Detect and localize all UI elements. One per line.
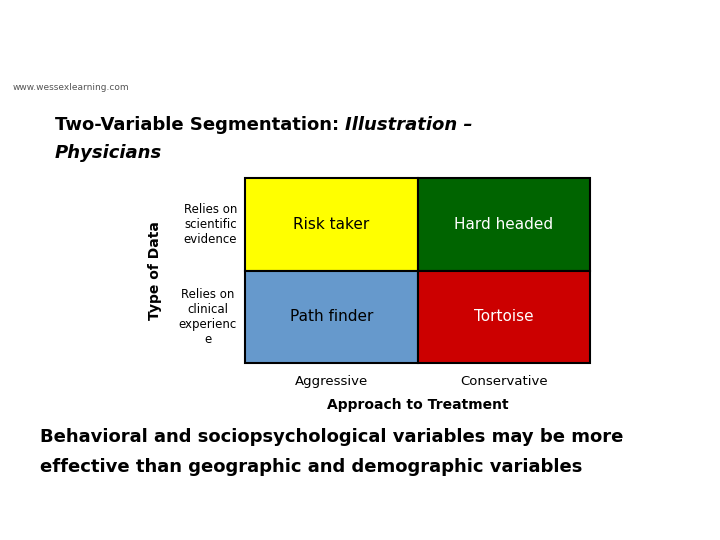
- Text: Tortoise: Tortoise: [474, 309, 534, 324]
- Bar: [418, 271, 590, 363]
- Text: Aggressive: Aggressive: [294, 375, 368, 388]
- Text: www.wessexlearning.com: www.wessexlearning.com: [12, 84, 129, 92]
- Text: Illustration –: Illustration –: [345, 116, 472, 134]
- Text: Two-Variable Segmentation:: Two-Variable Segmentation:: [55, 116, 346, 134]
- Text: Behavioral and sociopsychological variables may be more: Behavioral and sociopsychological variab…: [40, 428, 624, 446]
- Text: Type of Data: Type of Data: [148, 221, 162, 320]
- Text: © Noel Capon, 2017. All rights reserved.: © Noel Capon, 2017. All rights reserved.: [11, 522, 166, 530]
- Text: Approach to Treatment: Approach to Treatment: [327, 398, 508, 412]
- Text: PRESENTATION 7 OF 20 / 29: PRESENTATION 7 OF 20 / 29: [603, 522, 709, 530]
- Text: Conservative: Conservative: [460, 375, 548, 388]
- Bar: [418, 178, 590, 271]
- Text: Risk taker: Risk taker: [293, 217, 369, 232]
- Text: Relies on
clinical
experienc
e: Relies on clinical experienc e: [179, 288, 237, 346]
- Text: Physicians: Physicians: [55, 144, 162, 162]
- Text: effective than geographic and demographic variables: effective than geographic and demographi…: [40, 458, 582, 476]
- Text: Market Segmentation: Market Segmentation: [399, 31, 698, 59]
- Text: Hard headed: Hard headed: [454, 217, 553, 232]
- Bar: [245, 178, 418, 271]
- Bar: [245, 271, 418, 363]
- Text: Relies on
scientific
evidence: Relies on scientific evidence: [184, 202, 237, 246]
- Text: Path finder: Path finder: [289, 309, 373, 324]
